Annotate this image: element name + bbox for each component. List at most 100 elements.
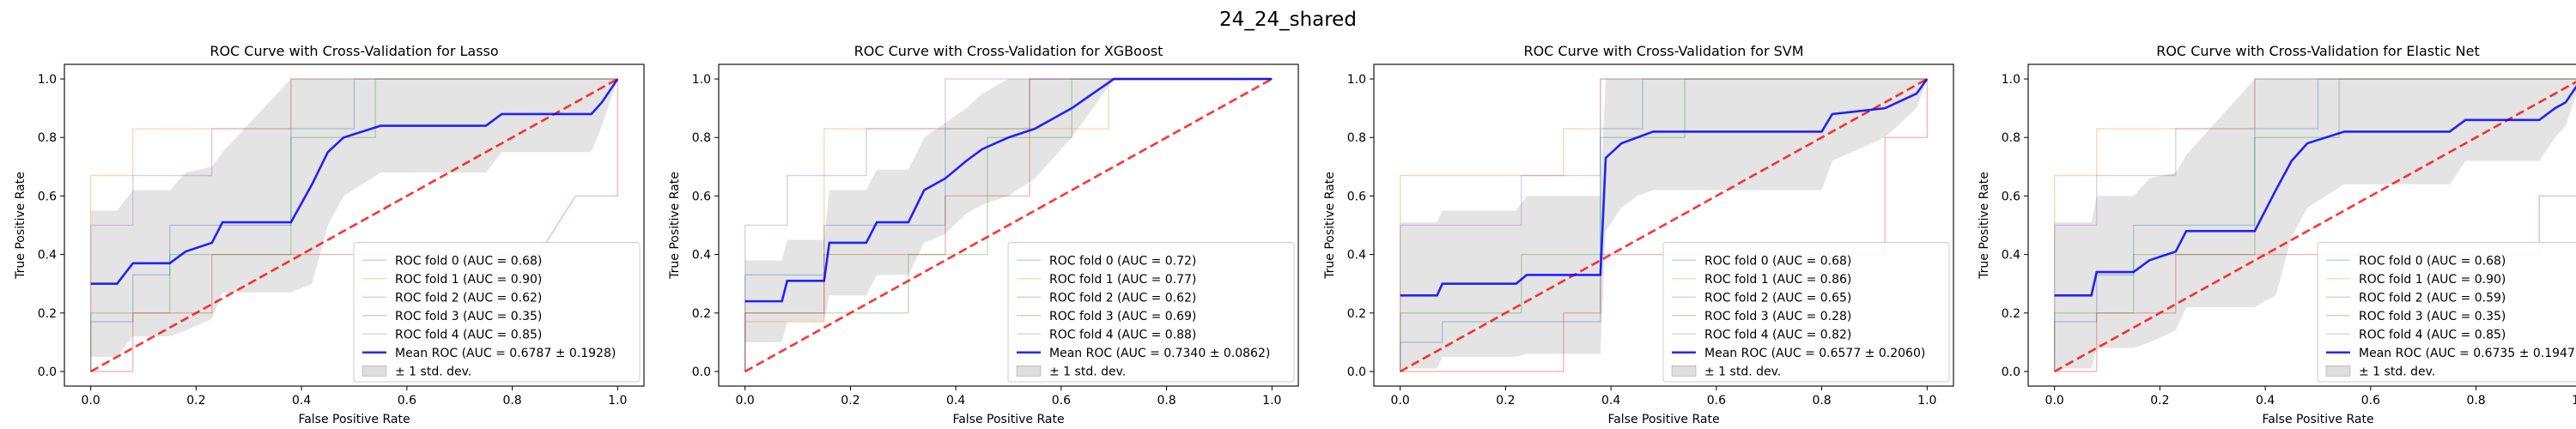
roc-fold-0-line bbox=[90, 78, 618, 372]
legend-label: ROC fold 4 (AUC = 0.88) bbox=[1049, 328, 1196, 341]
x-axis-label: False Positive Rate bbox=[952, 413, 1064, 426]
y-tick-label: 0.2 bbox=[38, 307, 57, 321]
legend-label: Mean ROC (AUC = 0.6577 ± 0.2060) bbox=[1704, 347, 1925, 360]
roc-fold-2-line bbox=[90, 78, 618, 372]
x-tick-label: 0.6 bbox=[2361, 394, 2380, 408]
x-tick-label: 0.6 bbox=[1707, 394, 1726, 408]
roc-fold-4-line bbox=[744, 78, 1273, 372]
x-axis-label: False Positive Rate bbox=[1607, 413, 1719, 426]
roc-fold-2-line bbox=[2054, 78, 2576, 372]
roc-fold-3-line bbox=[744, 78, 1273, 372]
legend-label: ROC fold 3 (AUC = 0.35) bbox=[2359, 310, 2506, 323]
legend-label: ± 1 std. dev. bbox=[2359, 365, 2435, 378]
legend: ROC fold 0 (AUC = 0.68) ROC fold 1 (AUC =… bbox=[353, 242, 641, 383]
legend-label: ROC fold 4 (AUC = 0.85) bbox=[395, 328, 542, 341]
roc-fold-4-line bbox=[1400, 78, 1928, 372]
y-tick-label: 0.2 bbox=[2002, 307, 2020, 321]
legend-box bbox=[1007, 242, 1295, 383]
x-tick-label: 1.0 bbox=[2572, 394, 2576, 408]
y-tick-label: 1.0 bbox=[1347, 73, 1366, 87]
roc-fold-4-line bbox=[90, 78, 618, 372]
chart-panel-0: 0.0 0.0 0.2 0.2 0.4 0.4 0.6 0.6 0.8 0.8 1.0 1.0 ROC … bbox=[14, 43, 645, 426]
x-tick-label: 0.8 bbox=[1812, 394, 1831, 408]
legend-label: ± 1 std. dev. bbox=[1704, 365, 1781, 378]
legend-label: ROC fold 2 (AUC = 0.62) bbox=[1049, 291, 1196, 305]
legend-label: ROC fold 0 (AUC = 0.72) bbox=[1049, 254, 1196, 268]
legend-label: ROC fold 4 (AUC = 0.85) bbox=[2359, 328, 2506, 341]
x-tick-label: 0.2 bbox=[186, 394, 205, 408]
y-tick-label: 0.0 bbox=[2002, 366, 2020, 379]
legend-swatch bbox=[1016, 366, 1042, 377]
legend: ROC fold 0 (AUC = 0.68) ROC fold 1 (AUC =… bbox=[1662, 242, 1950, 383]
x-tick-label: 1.0 bbox=[1917, 394, 1936, 408]
chart-panel-2: 0.0 0.0 0.2 0.2 0.4 0.4 0.6 0.6 0.8 0.8 1.0 1.0 ROC … bbox=[1323, 43, 1954, 426]
legend-swatch bbox=[2325, 366, 2351, 377]
x-tick-label: 0.4 bbox=[2256, 394, 2275, 408]
axes-frame bbox=[64, 63, 645, 387]
legend-label: ROC fold 0 (AUC = 0.68) bbox=[1704, 254, 1851, 268]
legend-label: Mean ROC (AUC = 0.7340 ± 0.0862) bbox=[1049, 347, 1270, 360]
y-tick-label: 0.6 bbox=[38, 190, 57, 203]
x-axis-label: False Positive Rate bbox=[298, 413, 410, 426]
mean-roc-line bbox=[744, 77, 1273, 303]
legend-label: ROC fold 1 (AUC = 0.90) bbox=[2359, 273, 2506, 287]
y-tick-label: 1.0 bbox=[692, 73, 711, 87]
legend: ROC fold 0 (AUC = 0.68) ROC fold 1 (AUC =… bbox=[2317, 242, 2576, 383]
y-tick-label: 0.8 bbox=[2002, 131, 2020, 145]
roc-fold-1-line bbox=[90, 78, 618, 372]
legend-label: ROC fold 3 (AUC = 0.69) bbox=[1049, 310, 1196, 323]
roc-fold-2-line bbox=[744, 78, 1273, 372]
x-tick-label: 0.8 bbox=[1157, 394, 1176, 408]
figure-suptitle: 24_24_shared bbox=[1219, 9, 1357, 31]
roc-fold-1-line bbox=[1400, 78, 1928, 372]
chart-panel-3: 0.0 0.0 0.2 0.2 0.4 0.4 0.6 0.6 0.8 0.8 1.0 1.0 ROC … bbox=[1978, 43, 2576, 426]
chance-line bbox=[744, 77, 1273, 373]
legend-box bbox=[1662, 242, 1950, 383]
axes-frame bbox=[1373, 63, 1954, 387]
chance-line bbox=[2054, 81, 2576, 373]
legend-label: ROC fold 2 (AUC = 0.65) bbox=[1704, 291, 1851, 305]
x-tick-label: 0.2 bbox=[2150, 394, 2169, 408]
chance-line bbox=[90, 77, 618, 373]
x-tick-label: 0.8 bbox=[502, 394, 521, 408]
x-tick-label: 0.0 bbox=[736, 394, 755, 408]
mean-roc-line bbox=[90, 78, 619, 285]
y-axis-label: True Positive Rate bbox=[668, 172, 682, 280]
legend-label: ROC fold 1 (AUC = 0.86) bbox=[1704, 273, 1851, 287]
y-tick-label: 0.0 bbox=[692, 366, 711, 379]
legend-label: ± 1 std. dev. bbox=[395, 365, 471, 378]
legend-label: ROC fold 3 (AUC = 0.28) bbox=[1704, 310, 1851, 323]
legend-label: ROC fold 2 (AUC = 0.62) bbox=[395, 291, 542, 305]
y-axis-label: True Positive Rate bbox=[14, 172, 27, 280]
legend-box bbox=[2317, 242, 2576, 383]
y-tick-label: 0.8 bbox=[692, 131, 711, 145]
y-tick-label: 0.0 bbox=[1347, 366, 1366, 379]
roc-fold-3-line bbox=[90, 79, 618, 372]
y-tick-label: 0.0 bbox=[38, 366, 57, 379]
y-tick-label: 0.4 bbox=[38, 249, 57, 263]
axes-frame bbox=[718, 63, 1299, 387]
x-axis-label: False Positive Rate bbox=[2262, 413, 2373, 426]
std-band bbox=[2054, 79, 2576, 369]
legend-label: Mean ROC (AUC = 0.6735 ± 0.1947) bbox=[2359, 347, 2576, 360]
roc-fold-0-line bbox=[744, 78, 1273, 372]
y-tick-label: 0.6 bbox=[2002, 190, 2020, 203]
legend-label: ± 1 std. dev. bbox=[1049, 365, 1126, 378]
x-tick-label: 0.2 bbox=[841, 394, 860, 408]
roc-fold-4-line bbox=[2054, 78, 2576, 372]
x-tick-label: 1.0 bbox=[1262, 394, 1281, 408]
x-tick-label: 0.6 bbox=[398, 394, 416, 408]
axes-frame bbox=[2027, 63, 2576, 387]
chart-title: ROC Curve with Cross-Validation for SVM bbox=[1523, 43, 1803, 59]
legend-swatch bbox=[361, 366, 387, 377]
y-tick-label: 1.0 bbox=[38, 73, 57, 87]
y-axis-label: True Positive Rate bbox=[1323, 172, 1337, 280]
legend-box bbox=[353, 242, 641, 383]
x-tick-label: 0.0 bbox=[1391, 394, 1410, 408]
mean-roc-line bbox=[2054, 85, 2576, 297]
y-tick-label: 0.4 bbox=[2002, 249, 2020, 263]
x-tick-label: 0.0 bbox=[2045, 394, 2064, 408]
chance-line bbox=[1400, 77, 1928, 373]
legend-label: ROC fold 1 (AUC = 0.77) bbox=[1049, 273, 1196, 287]
